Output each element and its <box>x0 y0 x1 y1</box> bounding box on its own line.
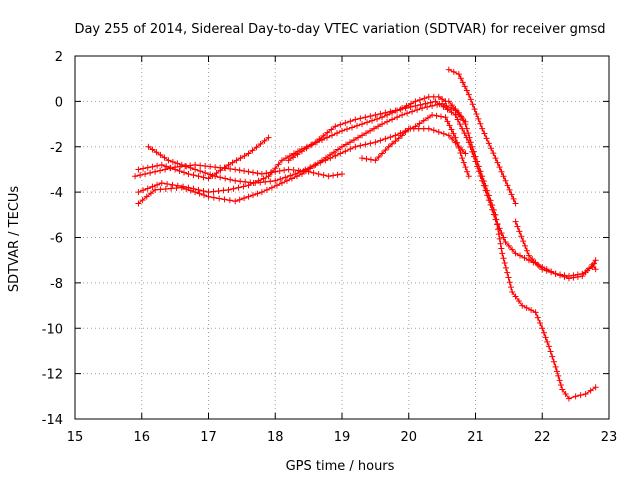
series-markers <box>445 98 599 402</box>
series-markers <box>445 66 519 207</box>
series-markers <box>145 111 472 187</box>
y-tick-label: -8 <box>50 277 63 292</box>
grid <box>75 56 609 419</box>
y-tick-label: -10 <box>42 322 63 337</box>
y-tick-label: 0 <box>55 95 63 110</box>
x-tick-label: 15 <box>67 430 84 445</box>
data-series <box>132 66 599 402</box>
y-tick-label: -2 <box>50 141 63 156</box>
x-tick-label: 19 <box>334 430 351 445</box>
series-track-9 <box>445 98 599 402</box>
chart-title: Day 255 of 2014, Sidereal Day-to-day VTE… <box>74 22 605 37</box>
series-markers <box>132 161 345 180</box>
series-track-7 <box>359 125 469 164</box>
y-tick-label: -4 <box>50 186 63 201</box>
series-markers <box>135 100 469 207</box>
series-track-8 <box>445 66 519 207</box>
series-line <box>288 100 597 277</box>
series-markers <box>135 134 272 182</box>
y-axis-label: SDTVAR / TECUs <box>7 186 22 293</box>
x-tick-label: 18 <box>267 430 284 445</box>
y-tick-label: 2 <box>55 50 63 65</box>
x-axis-label: GPS time / hours <box>286 459 395 474</box>
series-line <box>361 128 466 162</box>
axis-ticks: 15 16 17 18 19 20 21 22 23 -14 -12 -10 -8 -6 -4 -2 0 2 <box>42 50 618 445</box>
series-track-4 <box>135 100 469 207</box>
x-tick-label: 23 <box>601 430 618 445</box>
series-markers <box>359 125 469 164</box>
x-tick-label: 17 <box>200 430 217 445</box>
series-track-10 <box>512 218 599 282</box>
x-tick-label: 16 <box>133 430 150 445</box>
series-markers <box>512 218 599 282</box>
series-markers <box>135 93 449 196</box>
series-line <box>514 221 597 279</box>
series-track-3 <box>145 111 472 187</box>
y-tick-label: -14 <box>42 413 63 428</box>
series-markers <box>285 98 599 280</box>
x-tick-label: 21 <box>467 430 484 445</box>
plot-frame <box>74 55 610 420</box>
series-track-6 <box>285 98 599 280</box>
x-tick-label: 20 <box>400 430 417 445</box>
y-tick-label: -6 <box>50 232 63 247</box>
series-track-2 <box>135 134 272 182</box>
y-tick-label: -12 <box>42 368 63 383</box>
x-tick-label: 22 <box>534 430 551 445</box>
